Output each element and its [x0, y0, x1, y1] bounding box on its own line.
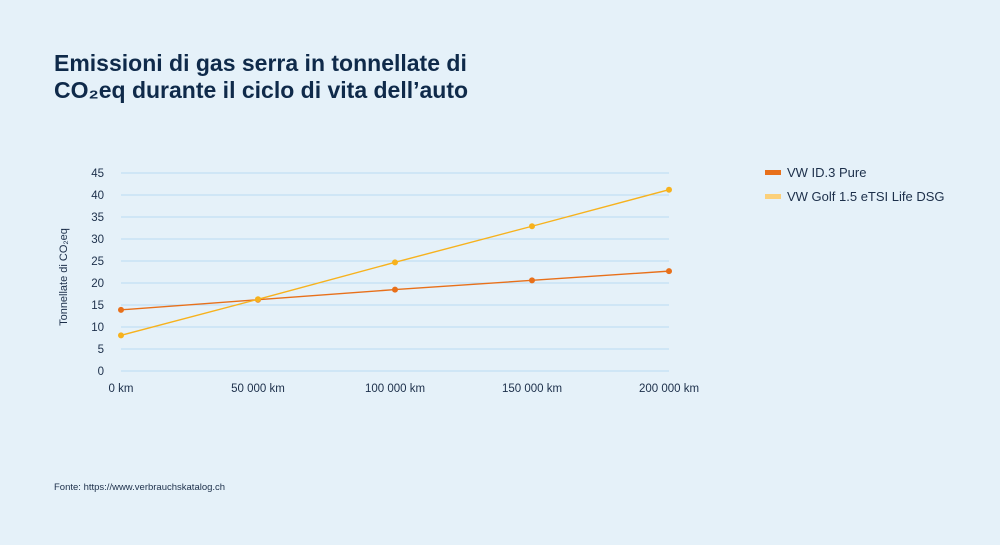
legend: VW ID.3 Pure VW Golf 1.5 eTSI Life DSG — [765, 160, 945, 208]
y-tick-label-20: 20 — [91, 278, 104, 290]
y-tick-label-35: 35 — [91, 212, 104, 224]
y-tick-label-40: 40 — [91, 190, 104, 202]
series-1-point-1 — [255, 296, 261, 303]
series-1-point-3 — [529, 223, 535, 230]
legend-label-id3: VW ID.3 Pure — [787, 164, 867, 180]
series-0-point-4 — [666, 268, 672, 275]
series-0-point-2 — [392, 286, 398, 293]
y-tick-label-25: 25 — [91, 256, 104, 268]
y-tick-label-30: 30 — [91, 234, 104, 246]
y-tick-label-45: 45 — [91, 168, 104, 180]
x-tick-label-1: 50 000 km — [231, 383, 285, 395]
y-tick-label-15: 15 — [91, 300, 104, 312]
series-1-point-0 — [118, 332, 124, 339]
source-note: Fonte: https://www.verbrauchskatalog.ch — [54, 482, 226, 493]
series-0-point-0 — [118, 306, 124, 313]
chart-title-line-2: CO₂eq durante il ciclo di vita dell’auto — [54, 77, 469, 103]
y-tick-label-5: 5 — [98, 344, 104, 356]
chart-title: Emissioni di gas serra in tonnellate di … — [54, 50, 614, 104]
x-tick-label-4: 200 000 km — [639, 383, 699, 395]
legend-item-id3: VW ID.3 Pure — [765, 160, 945, 184]
x-tick-label-0: 0 km — [109, 383, 134, 395]
x-tick-label-3: 150 000 km — [502, 383, 562, 395]
y-tick-label-0: 0 — [98, 366, 104, 378]
series-1-point-2 — [392, 259, 398, 266]
legend-label-golf: VW Golf 1.5 eTSI Life DSG — [787, 188, 945, 204]
legend-swatch-id3 — [765, 169, 781, 175]
legend-swatch-golf — [765, 193, 781, 199]
series-0-point-3 — [529, 277, 535, 284]
y-axis-label: Tonnellate di CO₂eq — [58, 228, 70, 326]
legend-item-golf: VW Golf 1.5 eTSI Life DSG — [765, 184, 945, 208]
chart-title-line-1: Emissioni di gas serra in tonnellate di — [54, 50, 467, 76]
series-1-point-4 — [666, 186, 672, 193]
x-tick-label-2: 100 000 km — [365, 383, 425, 395]
y-tick-label-10: 10 — [91, 322, 104, 334]
